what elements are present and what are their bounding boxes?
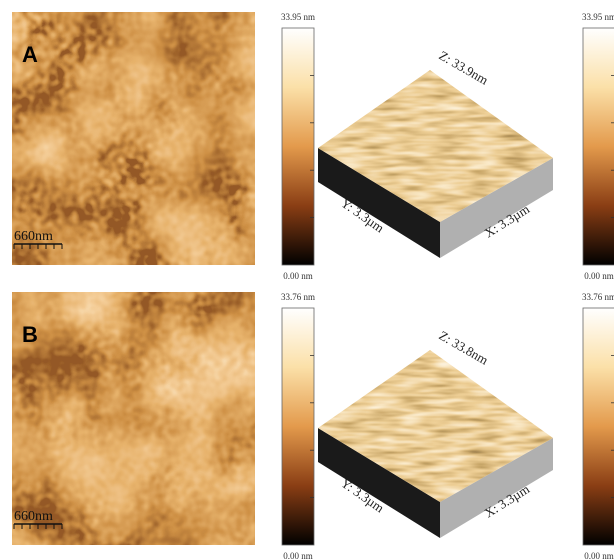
panel-label: B [22, 322, 38, 347]
scale-bar-label: 660nm [14, 509, 53, 524]
scale-bar-label: 660nm [14, 229, 53, 244]
colorbar-max-label: 33.95 nm [582, 12, 614, 22]
colorbar-min-label: 0.00 nm [584, 551, 614, 560]
colorbar-min-label: 0.00 nm [283, 551, 313, 560]
colorbar-max-label: 33.95 nm [281, 12, 315, 22]
colorbar [282, 308, 314, 545]
colorbar-min-label: 0.00 nm [584, 271, 614, 281]
colorbar [583, 308, 614, 545]
colorbar-min-label: 0.00 nm [283, 271, 313, 281]
afm-image [12, 12, 255, 265]
colorbar [282, 28, 314, 265]
figure: A660nmZ: 33.9nmY: 3.3µmX: 3.3µm33.95 nm0… [0, 0, 614, 560]
colorbar-max-label: 33.76 nm [281, 292, 315, 302]
afm-image [12, 292, 255, 545]
colorbar [583, 28, 614, 265]
panel-label: A [22, 42, 38, 67]
colorbar-max-label: 33.76 nm [582, 292, 614, 302]
